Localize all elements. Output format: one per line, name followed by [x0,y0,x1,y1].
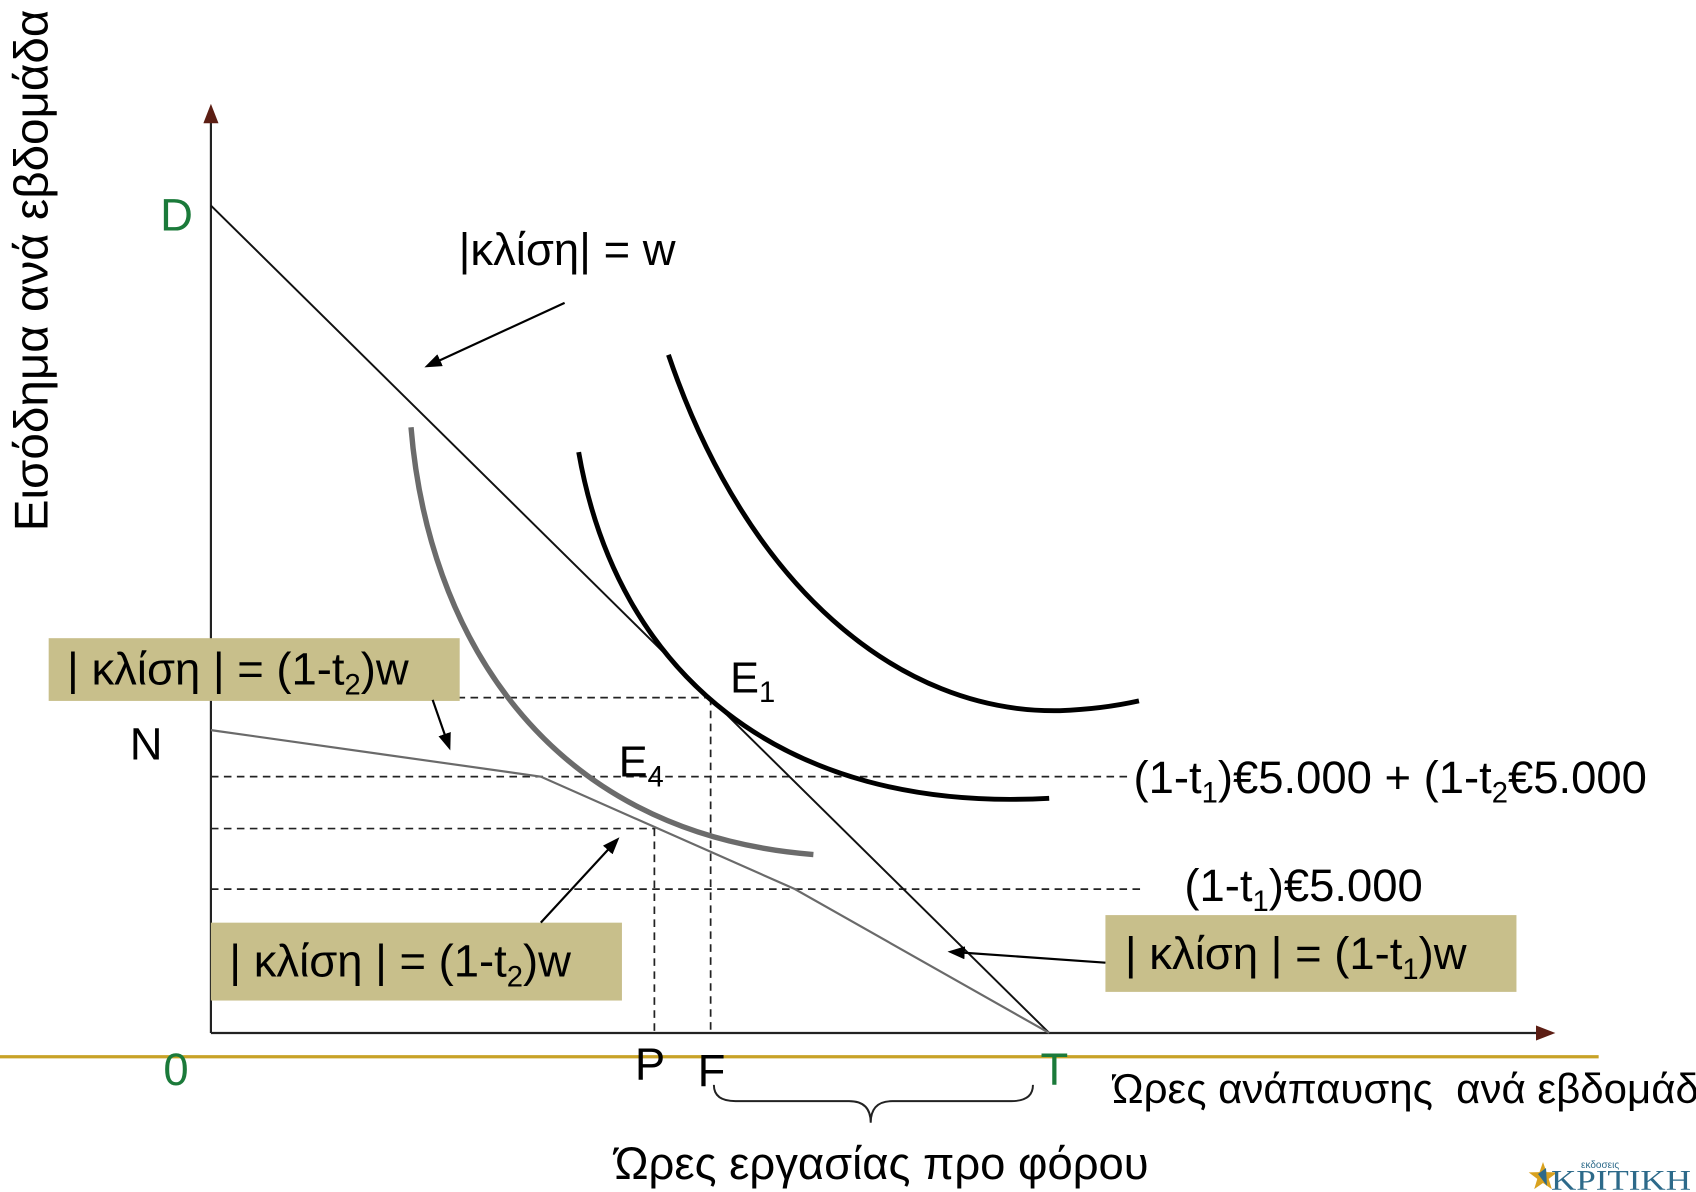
slope-box-right-sub: 1 [1402,954,1418,986]
x-axis-label: Ώρες ανάπαυσης ανά εβδομάδα [1112,1066,1696,1112]
slope-box-right-arrow [947,946,1106,964]
equilibrium-e1-subscript: 1 [759,677,775,709]
slope-box-right-pre: | κλίση | = (1-t [1125,928,1403,979]
logo-name: ΚΡΙΤΙΚΗ [1551,1166,1691,1192]
publisher-logo-graphic: εκδοσεις ΚΡΙΤΙΚΗ [1528,1160,1691,1192]
origin-label: 0 [163,1044,188,1095]
slope-box-upper-left-sub: 2 [345,669,361,701]
slope-box-right-text: | κλίση | = (1-t1)w [1125,928,1467,986]
income-upper-part-a: (1-t [1134,752,1202,803]
slope-box-upper-left-arrow [431,699,451,751]
income-label-lower: (1-t1)€5.000 [1184,860,1422,918]
logo-tagline: εκδοσεις [1581,1160,1619,1171]
slope-box-lower-left-arrow [540,837,620,924]
kinked-aftertax-budget-line [210,729,1050,1034]
equilibrium-label-e4: E4 [619,739,664,794]
slope-box-upper-left-bg [48,638,460,701]
pretax-budget-line-dt [210,204,1050,1034]
slope-box-lower-left-sub: 2 [507,961,523,993]
logo-figure-icon [1538,1168,1547,1186]
slope-box-lower-left-bg [210,922,622,1001]
work-hours-brace [712,1084,1034,1123]
slope-box-lower-left-post: )w [523,936,571,987]
equilibrium-label-e1: E1 [730,654,775,709]
publisher-logo: εκδοσεις ΚΡΙΤΙΚΗ [1523,1155,1696,1192]
slope-box-right-bg [1105,915,1517,992]
equilibrium-e4-subscript: 4 [648,761,664,793]
slope-box-upper-left: | κλίση | = (1-t2)w [48,638,460,702]
point-label-p: P [635,1039,665,1090]
point-label-t: T [1041,1044,1069,1095]
indifference-curve-low [408,427,814,858]
slope-box-right: | κλίση | = (1-t1)w [1105,915,1517,992]
slope-box-upper-left-post: )w [361,644,409,695]
indifference-curve-high [666,354,1140,714]
point-label-d: D [160,189,193,240]
point-label-f: F [698,1045,726,1096]
equilibrium-e4-letter: E [619,739,648,787]
y-axis-label: Εισόδημα ανά εβδομάδα [6,10,59,532]
income-lower-sub-a: 1 [1252,886,1268,918]
income-upper-sub-b: 2 [1492,778,1508,810]
indifference-curve-middle [576,451,1050,802]
pretax-slope-arrow [424,301,566,368]
slope-box-right-post: )w [1419,928,1467,979]
slope-box-lower-left-pre: | κλίση | = (1-t [229,936,507,987]
work-hours-label: Ώρες εργασίας προ φόρου [612,1138,1148,1189]
pretax-slope-label: |κλίση| = w [459,224,676,275]
slope-box-upper-left-pre: | κλίση | = (1-t [67,644,345,695]
equilibrium-e1-letter: E [730,654,759,702]
income-label-upper: (1-t1)€5.000 + (1-t2€5.000 [1134,752,1647,810]
slope-box-lower-left-text: | κλίση | = (1-t2)w [229,936,571,994]
income-upper-part-c: €5.000 [1508,752,1647,803]
slope-box-lower-left: | κλίση | = (1-t2)w [210,922,622,1001]
income-upper-part-b: )€5.000 + (1-t [1218,752,1492,803]
income-lower-part-b: )€5.000 [1269,860,1423,911]
slope-box-upper-left-text: | κλίση | = (1-t2)w [67,644,409,702]
point-label-n: N [130,718,163,769]
income-lower-part-a: (1-t [1184,860,1252,911]
income-upper-sub-a: 1 [1202,778,1218,810]
